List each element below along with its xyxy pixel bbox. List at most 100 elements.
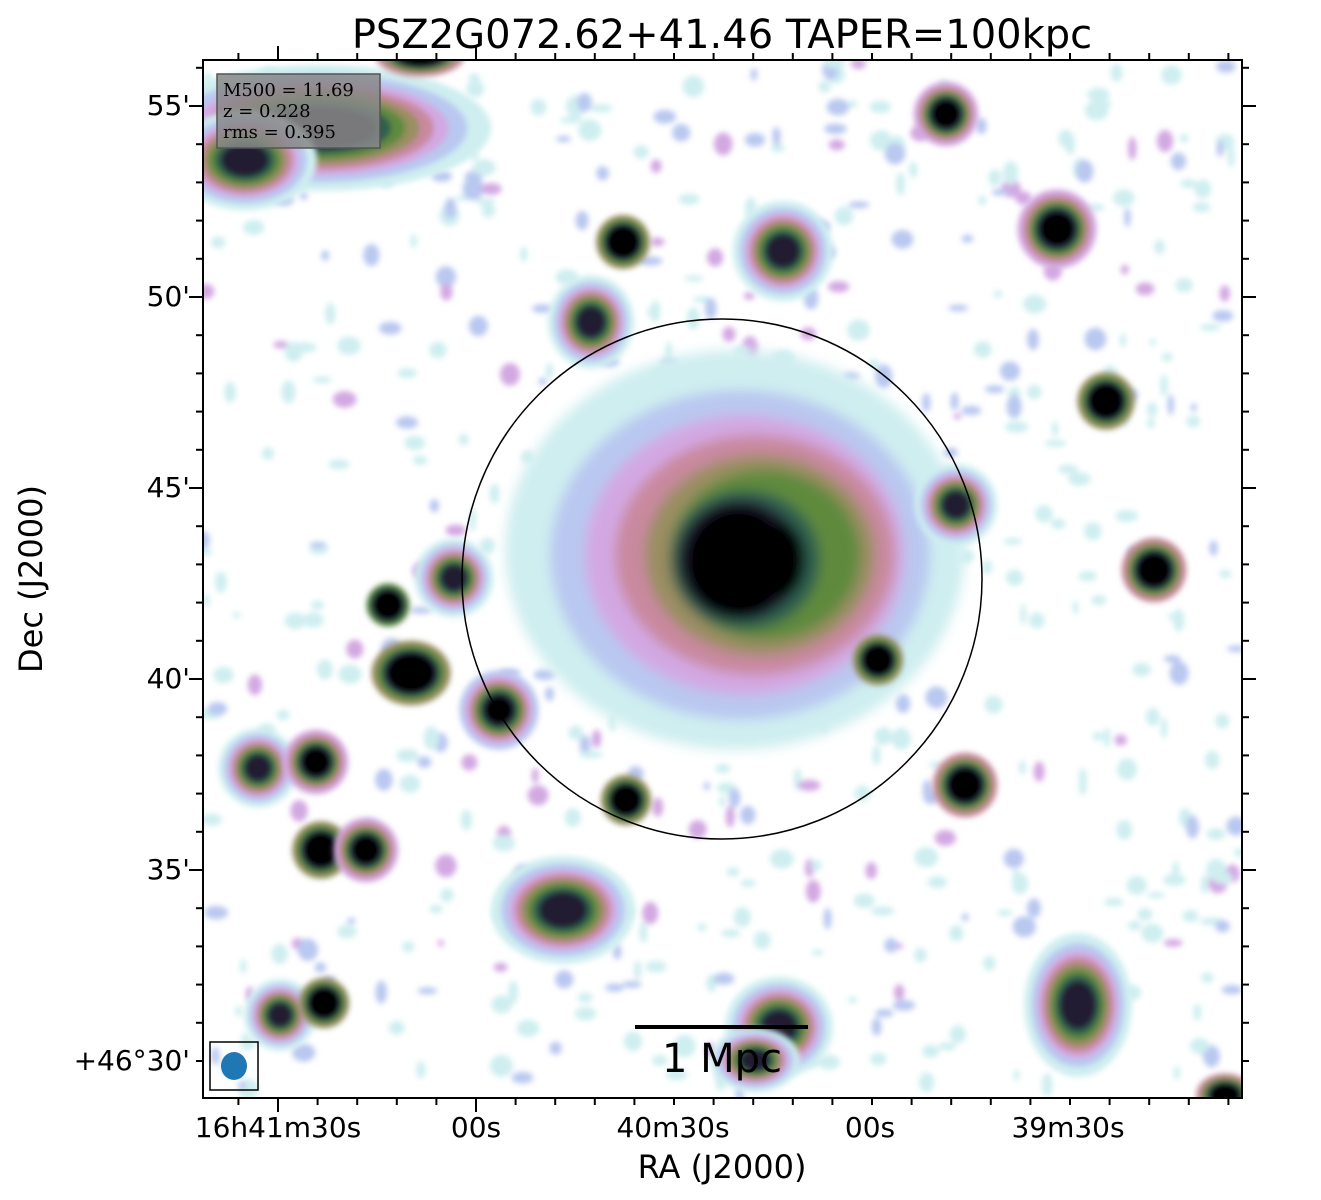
- noise-blob: [1201, 972, 1214, 983]
- noise-blob: [978, 195, 987, 206]
- noise-blob: [577, 92, 592, 112]
- noise-blob: [396, 416, 419, 429]
- noise-blob: [865, 862, 877, 880]
- noise-blob: [1041, 1073, 1053, 1097]
- noise-blob: [238, 1080, 247, 1090]
- compact-source: [459, 670, 539, 750]
- noise-blob: [1103, 897, 1124, 907]
- source-contour: [355, 839, 377, 861]
- noise-blob: [973, 341, 992, 358]
- noise-blob: [1033, 761, 1045, 782]
- noise-blob: [740, 805, 756, 825]
- noise-blob: [203, 548, 213, 556]
- noise-blob: [416, 1061, 426, 1079]
- noise-blob: [1058, 129, 1074, 148]
- noise-blob: [310, 600, 324, 610]
- source-contour: [305, 751, 327, 773]
- noise-blob: [437, 939, 444, 947]
- beam-box: [209, 1041, 259, 1091]
- noise-blob: [1163, 874, 1186, 886]
- noise-blob: [1146, 402, 1158, 418]
- noise-blob: [650, 237, 665, 247]
- noise-blob: [688, 820, 707, 839]
- noise-blob: [281, 380, 296, 404]
- noise-blob: [538, 377, 547, 386]
- noise-blob: [893, 984, 905, 1001]
- noise-blob: [824, 123, 847, 135]
- compact-source: [366, 583, 410, 627]
- noise-blob: [346, 639, 364, 659]
- noise-blob: [1026, 898, 1041, 918]
- compact-source: [710, 1027, 800, 1093]
- compact-source: [1024, 933, 1132, 1077]
- noise-blob: [579, 735, 591, 755]
- r500-circle: [461, 318, 983, 840]
- info-m500: M500 = 11.69: [223, 80, 354, 101]
- x-tick-label: 39m30s: [1011, 1111, 1124, 1144]
- noise-blob: [684, 275, 704, 282]
- noise-blob: [639, 920, 648, 944]
- noise-blob: [399, 774, 421, 793]
- noise-blob: [999, 361, 1021, 381]
- info-rms: rms = 0.395: [223, 122, 336, 143]
- source-contour: [221, 143, 269, 177]
- compact-source: [732, 200, 834, 302]
- compact-source: [376, 60, 464, 77]
- source-contour: [1143, 559, 1165, 581]
- noise-blob: [770, 142, 785, 153]
- noise-blob: [975, 117, 987, 135]
- source-contour: [935, 103, 957, 125]
- noise-blob: [743, 292, 755, 300]
- noise-blob: [479, 537, 495, 555]
- noise-blob: [493, 962, 508, 972]
- noise-blob: [678, 193, 700, 205]
- noise-blob: [440, 283, 453, 301]
- noise-blob: [953, 413, 962, 420]
- noise-blob: [466, 79, 485, 98]
- noise-blob: [555, 970, 574, 989]
- noise-blob: [1147, 892, 1165, 899]
- noise-blob: [417, 756, 432, 768]
- noise-blob: [284, 341, 303, 362]
- noise-blob: [934, 830, 956, 846]
- compact-source: [244, 979, 316, 1051]
- noise-blob: [545, 686, 554, 702]
- source-contour: [1060, 981, 1096, 1029]
- noise-blob: [1103, 727, 1111, 748]
- noise-blob: [299, 191, 308, 200]
- noise-blob: [638, 256, 663, 266]
- compact-source: [292, 821, 350, 879]
- noise-blob: [725, 805, 735, 828]
- noise-blob: [346, 917, 356, 925]
- noise-blob: [475, 198, 496, 205]
- noise-blob: [500, 363, 520, 386]
- noise-blob: [577, 992, 593, 1003]
- noise-blob: [224, 381, 236, 403]
- noise-blob: [1092, 732, 1104, 741]
- source-contour: [1043, 215, 1071, 243]
- noise-blob: [578, 750, 603, 759]
- source-contour: [380, 597, 396, 613]
- noise-blob: [1154, 239, 1165, 255]
- source-contour: [539, 892, 587, 928]
- noise-blob: [290, 800, 308, 822]
- noise-blob: [417, 987, 438, 995]
- noise-blob: [1186, 415, 1201, 428]
- noise-blob: [472, 159, 496, 176]
- noise-blob: [429, 499, 440, 513]
- noise-blob: [1015, 191, 1032, 205]
- noise-blob: [468, 73, 481, 82]
- noise-blob: [828, 139, 845, 151]
- noise-blob: [1175, 277, 1193, 293]
- noise-blob: [997, 909, 1013, 917]
- noise-blob: [491, 995, 512, 1014]
- compact-source: [1196, 1073, 1242, 1098]
- noise-blob: [314, 962, 327, 973]
- noise-blob: [337, 924, 357, 939]
- noise-blob: [673, 1034, 696, 1058]
- noise-blob: [874, 727, 893, 746]
- source-contour: [869, 651, 887, 669]
- noise-blob: [440, 888, 454, 903]
- noise-blob: [672, 123, 691, 142]
